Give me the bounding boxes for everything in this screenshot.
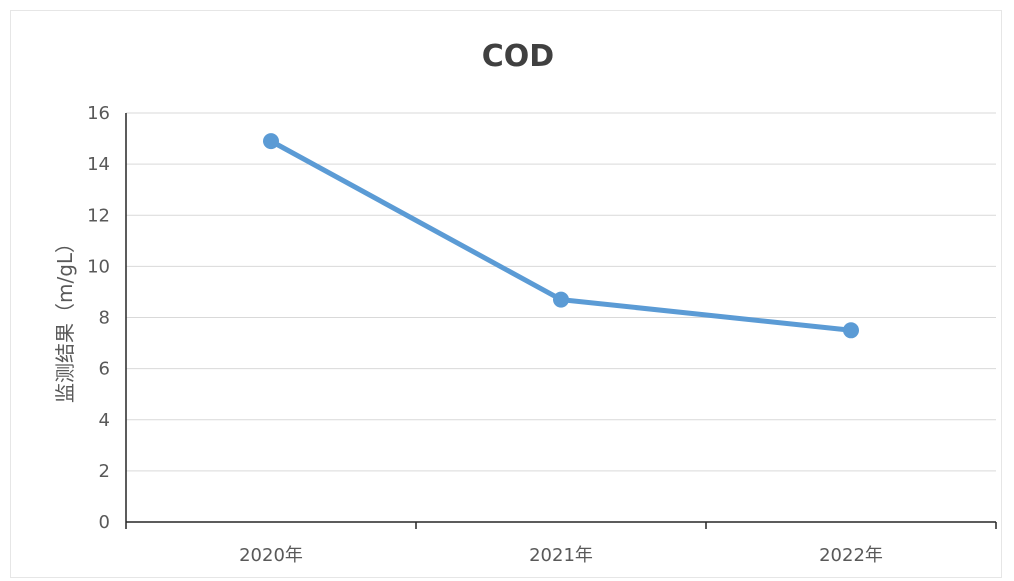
axes — [125, 113, 997, 529]
y-tick-label: 14 — [87, 154, 110, 175]
y-tick-label: 8 — [99, 308, 110, 329]
data-point — [263, 133, 279, 150]
x-tick-label: 2020年 — [239, 545, 303, 566]
y-axis-label: 监测结果（m/gL） — [53, 233, 77, 403]
y-tick-label: 12 — [87, 205, 110, 226]
y-tick-label: 6 — [99, 359, 110, 380]
y-tick-label: 0 — [99, 512, 110, 533]
y-tick-label: 4 — [99, 410, 110, 431]
chart-frame — [10, 10, 1002, 578]
data-point — [553, 291, 569, 308]
gridlines — [126, 112, 996, 472]
y-tick-labels: 0 2 4 6 8 10 12 14 16 — [87, 103, 110, 533]
x-tick-labels: 2020年 2021年 2022年 — [239, 545, 883, 566]
y-tick-label: 10 — [87, 256, 110, 277]
series-layer — [263, 133, 859, 339]
chart-title: COD — [482, 39, 554, 74]
y-tick-label: 2 — [99, 461, 110, 482]
y-tick-label: 16 — [87, 103, 110, 124]
data-point — [843, 322, 859, 339]
x-tick-label: 2022年 — [819, 545, 883, 566]
x-tick-label: 2021年 — [529, 545, 593, 566]
